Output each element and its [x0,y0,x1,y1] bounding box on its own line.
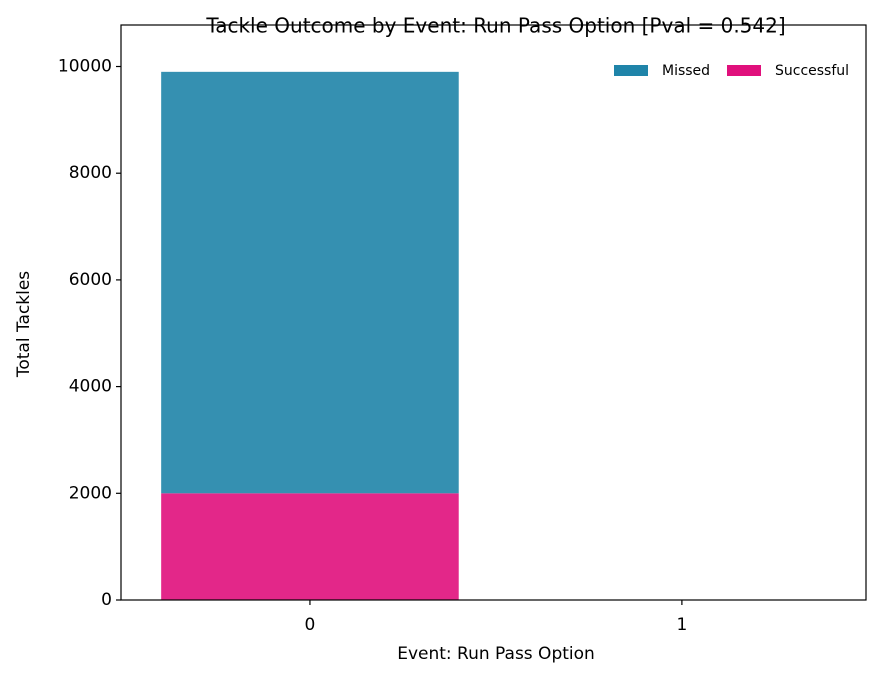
y-axis-label: Total Tackles [14,271,34,378]
y-tick-label: 2000 [69,483,112,503]
legend-swatch [727,65,761,76]
plot-frame [120,24,867,601]
legend-swatch [614,65,648,76]
y-tick-label: 10000 [58,57,112,77]
x-axis-label: Event: Run Pass Option [397,644,595,664]
x-tick-label: 0 [305,615,316,635]
y-tick-label: 4000 [69,377,112,397]
bar [161,71,459,494]
y-tick-label: 6000 [69,270,112,290]
legend-label: Missed [662,63,710,79]
bar [161,493,459,600]
legend-label: Successful [775,63,849,79]
x-tick-label: 1 [676,615,687,635]
y-tick-label: 8000 [69,163,112,183]
y-tick-label: 0 [101,590,112,610]
